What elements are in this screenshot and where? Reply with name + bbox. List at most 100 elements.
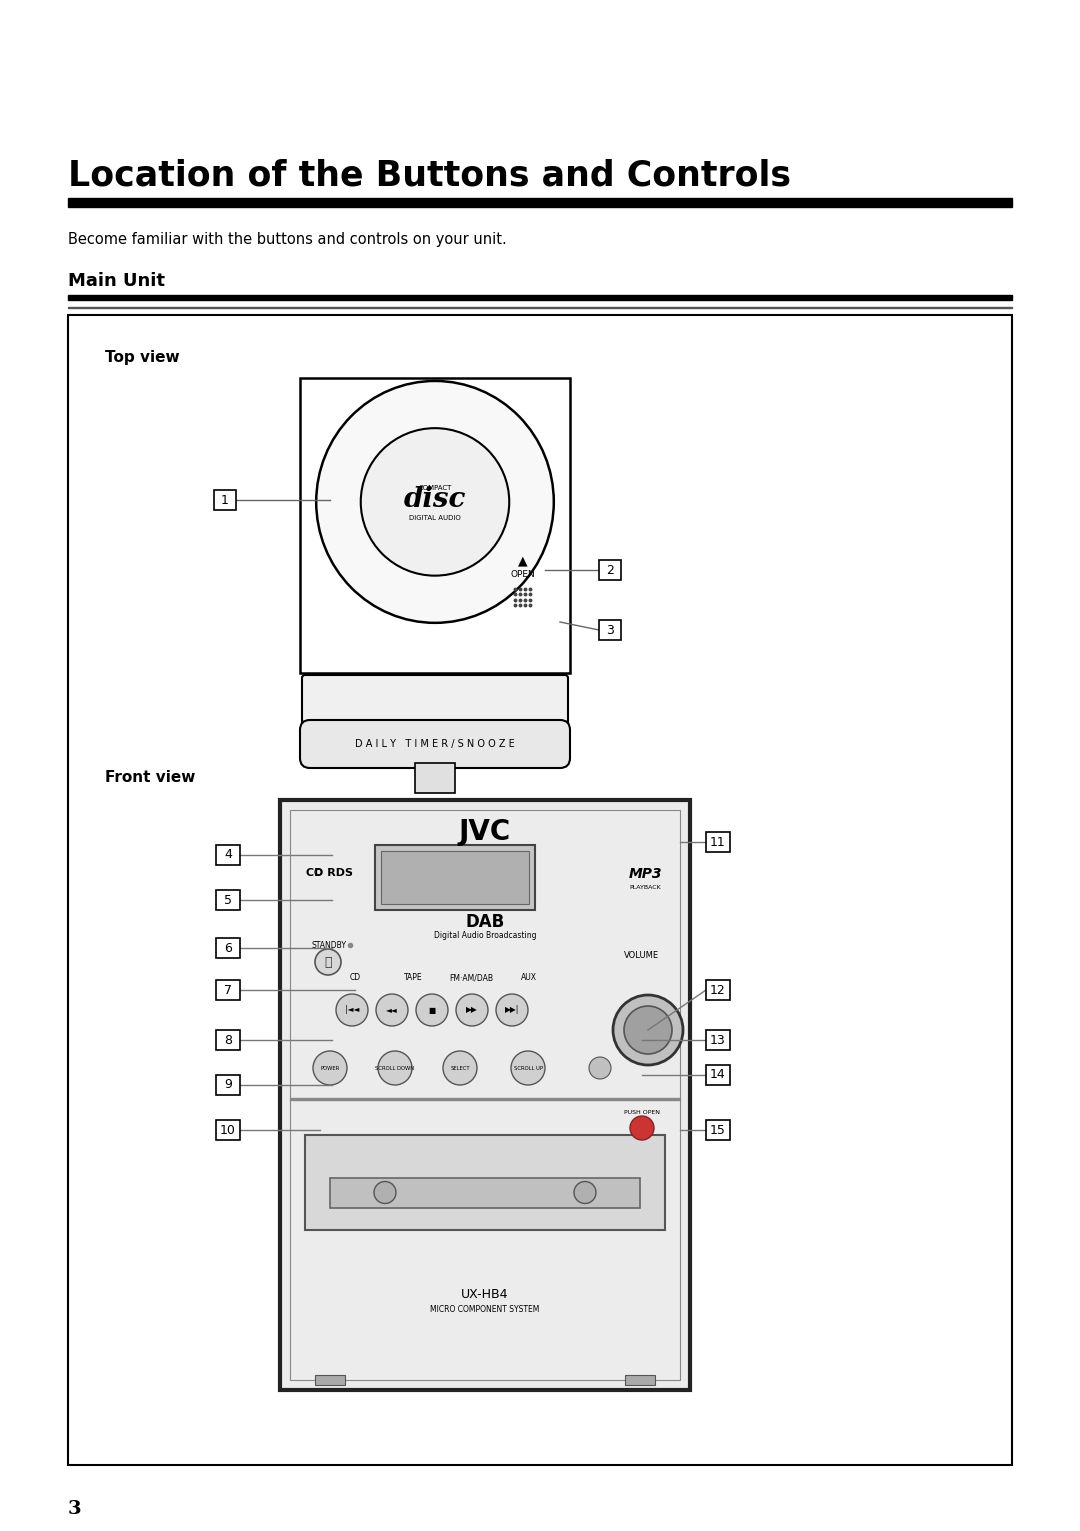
- Text: 11: 11: [711, 836, 726, 848]
- Bar: [706, 1066, 730, 1085]
- Circle shape: [630, 1116, 654, 1141]
- Bar: [216, 980, 240, 1000]
- Bar: [706, 831, 730, 851]
- Bar: [214, 490, 237, 510]
- Text: POWER: POWER: [321, 1066, 339, 1070]
- Circle shape: [573, 1182, 596, 1203]
- Text: D A I L Y   T I M E R / S N O O Z E: D A I L Y T I M E R / S N O O Z E: [355, 739, 515, 749]
- Circle shape: [376, 994, 408, 1026]
- Bar: [216, 890, 240, 909]
- FancyBboxPatch shape: [300, 720, 570, 769]
- Text: A U T O   R E V E R S E: A U T O R E V E R S E: [428, 1197, 543, 1208]
- Bar: [415, 762, 455, 793]
- Text: ■: ■: [429, 1006, 435, 1015]
- Text: COMPACT: COMPACT: [418, 485, 451, 491]
- Text: DIGITAL AUDIO: DIGITAL AUDIO: [409, 514, 461, 521]
- Circle shape: [416, 994, 448, 1026]
- Circle shape: [336, 994, 368, 1026]
- Circle shape: [374, 1182, 396, 1203]
- Text: MP3: MP3: [629, 867, 662, 880]
- Bar: [68, 197, 1012, 207]
- Text: 15: 15: [710, 1124, 726, 1136]
- Bar: [216, 845, 240, 865]
- Text: 5: 5: [224, 894, 232, 906]
- Text: STANDBY: STANDBY: [312, 940, 347, 949]
- Text: 13: 13: [711, 1033, 726, 1047]
- Bar: [330, 1177, 640, 1208]
- Text: 1: 1: [221, 493, 229, 507]
- Bar: [68, 315, 1012, 1465]
- Text: PLAYBACK: PLAYBACK: [630, 885, 661, 890]
- Text: Location of the Buttons and Controls: Location of the Buttons and Controls: [68, 158, 791, 191]
- Bar: [300, 378, 570, 674]
- Text: ⏻: ⏻: [324, 955, 332, 969]
- Bar: [216, 1075, 240, 1095]
- Ellipse shape: [361, 429, 510, 576]
- Bar: [375, 845, 535, 909]
- Ellipse shape: [316, 381, 554, 623]
- Bar: [706, 1121, 730, 1141]
- Text: ©: ©: [313, 868, 323, 879]
- Text: 3: 3: [68, 1500, 82, 1519]
- Text: MICRO COMPONENT SYSTEM: MICRO COMPONENT SYSTEM: [430, 1306, 540, 1315]
- Text: 10: 10: [220, 1124, 235, 1136]
- Text: ▲: ▲: [518, 554, 528, 568]
- Bar: [625, 1375, 654, 1386]
- Bar: [291, 810, 680, 1379]
- Circle shape: [624, 1006, 672, 1053]
- Text: SCROLL DOWN: SCROLL DOWN: [376, 1066, 415, 1070]
- Text: 14: 14: [711, 1069, 726, 1081]
- Text: 4: 4: [224, 848, 232, 862]
- Circle shape: [443, 1050, 477, 1085]
- Text: 3: 3: [606, 623, 613, 637]
- Text: PUSH OPEN: PUSH OPEN: [624, 1110, 660, 1115]
- Bar: [599, 620, 621, 640]
- Bar: [305, 1134, 665, 1229]
- Bar: [315, 1375, 345, 1386]
- Text: CD RDS: CD RDS: [307, 868, 353, 879]
- Text: Top view: Top view: [105, 351, 179, 364]
- Text: DAB: DAB: [465, 912, 504, 931]
- Text: |◄◄: |◄◄: [345, 1006, 360, 1015]
- Text: 8: 8: [224, 1033, 232, 1047]
- Circle shape: [313, 1050, 347, 1085]
- Text: AUX: AUX: [521, 974, 537, 983]
- Text: UX-HB4: UX-HB4: [461, 1289, 509, 1301]
- Text: 2: 2: [606, 563, 613, 577]
- Text: TAPE: TAPE: [404, 974, 422, 983]
- Bar: [216, 1121, 240, 1141]
- Bar: [706, 1030, 730, 1050]
- Bar: [216, 939, 240, 958]
- Text: ▶▶|: ▶▶|: [504, 1006, 519, 1015]
- Bar: [381, 851, 529, 903]
- Circle shape: [315, 949, 341, 975]
- FancyBboxPatch shape: [302, 675, 568, 726]
- Text: CD: CD: [350, 974, 361, 983]
- Text: Become familiar with the buttons and controls on your unit.: Become familiar with the buttons and con…: [68, 233, 507, 246]
- Circle shape: [378, 1050, 411, 1085]
- Bar: [68, 295, 1012, 300]
- Text: SELECT: SELECT: [450, 1066, 470, 1070]
- Text: Digital Audio Broadcasting: Digital Audio Broadcasting: [434, 931, 537, 940]
- Text: disc: disc: [404, 487, 467, 513]
- Text: SCROLL UP: SCROLL UP: [513, 1066, 542, 1070]
- Text: ▶▶: ▶▶: [467, 1006, 477, 1015]
- Bar: [216, 1030, 240, 1050]
- Circle shape: [456, 994, 488, 1026]
- Bar: [291, 1098, 680, 1099]
- Text: ◄◄: ◄◄: [387, 1006, 397, 1015]
- Text: VOLUME: VOLUME: [624, 951, 660, 960]
- Circle shape: [496, 994, 528, 1026]
- Text: 9: 9: [224, 1078, 232, 1092]
- Text: 7: 7: [224, 983, 232, 997]
- Text: 12: 12: [711, 983, 726, 997]
- Text: Main Unit: Main Unit: [68, 273, 165, 289]
- Circle shape: [613, 995, 683, 1066]
- Circle shape: [511, 1050, 545, 1085]
- Text: Front view: Front view: [105, 770, 195, 785]
- Bar: [280, 801, 690, 1390]
- Circle shape: [589, 1056, 611, 1079]
- Bar: [706, 980, 730, 1000]
- Bar: [599, 560, 621, 580]
- Text: FM·AM/DAB: FM·AM/DAB: [449, 974, 492, 983]
